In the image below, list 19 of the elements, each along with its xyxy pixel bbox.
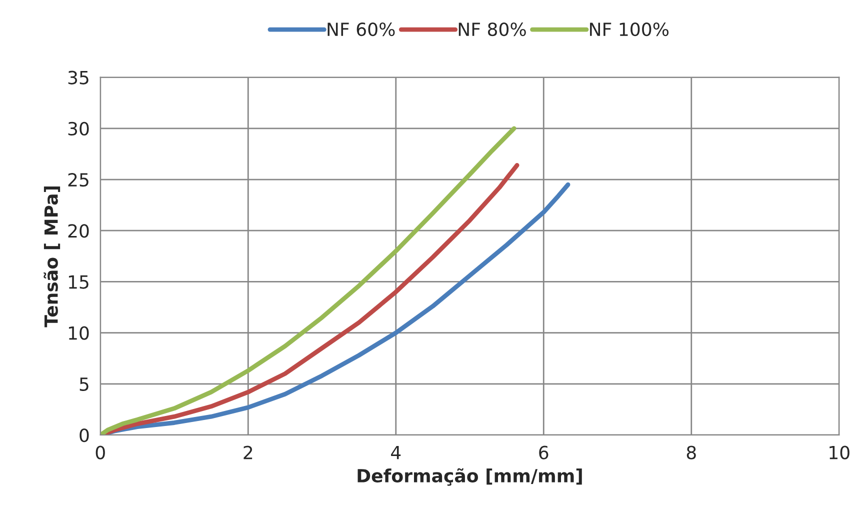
x-tick-label: 0 [96,446,105,460]
y-tick-label: 5 [80,378,88,392]
x-tick-label: 2 [244,446,252,460]
legend-label: NF 100% [590,22,669,36]
x-axis-title: Deformação [mm/mm] [358,468,582,486]
y-tick-label: 10 [68,326,89,340]
x-tick-label: 6 [539,446,548,460]
x-tick-label: 8 [686,446,696,460]
legend-label: NF 60% [328,22,395,36]
y-axis-title: Tensão [ MPa] [44,186,60,328]
y-tick-label: 25 [68,172,88,187]
y-tick-label: 30 [68,122,89,136]
y-tick-label: 0 [80,428,89,442]
y-tick-label: 35 [68,70,88,84]
y-tick-label: 20 [68,224,89,238]
y-tick-label: 15 [68,275,88,289]
x-tick-label: 10 [830,446,850,460]
x-tick-label: 4 [391,446,401,460]
legend-label: NF 80% [458,22,526,36]
